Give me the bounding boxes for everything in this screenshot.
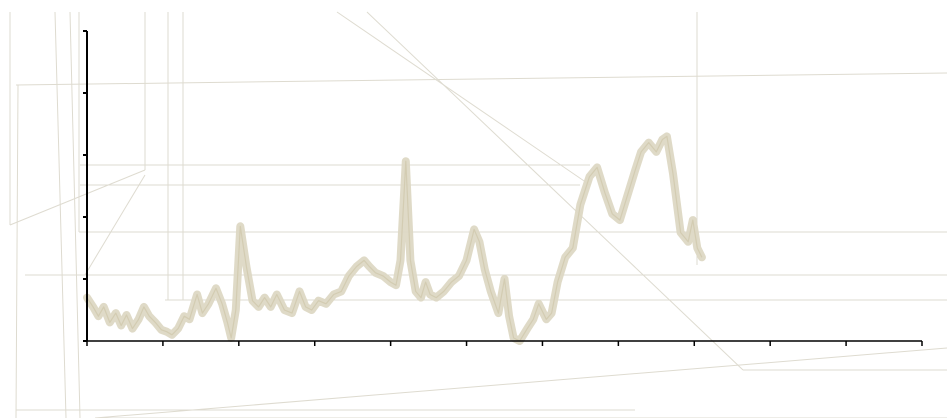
background-line	[15, 84, 19, 418]
background-line	[15, 72, 947, 86]
background-line	[69, 11, 81, 418]
background-line	[54, 11, 67, 418]
series-layer	[83, 132, 706, 345]
background-line	[84, 174, 146, 276]
series-line	[83, 132, 706, 345]
background-line	[94, 347, 947, 418]
axes-layer	[83, 30, 923, 346]
series-line-core	[86, 135, 703, 342]
background-line	[336, 11, 591, 186]
background-artifact-lines	[9, 11, 947, 418]
background-line	[9, 169, 146, 226]
background-line	[366, 11, 744, 371]
